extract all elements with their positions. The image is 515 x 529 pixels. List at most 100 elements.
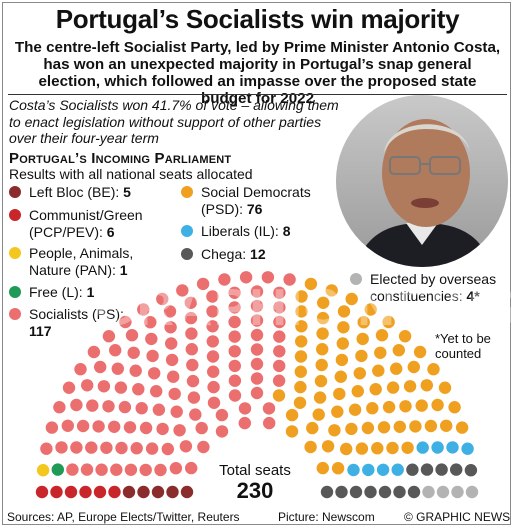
seat-dot xyxy=(228,286,241,299)
seat-dot xyxy=(66,463,79,476)
legend-swatch xyxy=(181,186,193,198)
seat-dot xyxy=(118,400,132,414)
seat-dot xyxy=(464,464,478,477)
legend-value: 5 xyxy=(123,184,131,200)
legend-swatch xyxy=(181,225,193,237)
seat-dot xyxy=(207,396,221,409)
seat-dot xyxy=(357,316,370,329)
seat-dot xyxy=(317,296,330,309)
seat-dot xyxy=(316,461,329,475)
seat-dot xyxy=(129,364,142,377)
seat-dot xyxy=(272,374,286,387)
seat-dot xyxy=(168,387,181,401)
seat-dot xyxy=(382,315,395,329)
seat-dot xyxy=(184,311,198,325)
seat-dot xyxy=(185,327,198,340)
seat-dot xyxy=(195,421,208,435)
seat-dot xyxy=(261,271,275,284)
seat-dot xyxy=(135,402,148,415)
total-seats-value: 230 xyxy=(236,478,274,503)
seat-dot xyxy=(285,425,299,438)
seat-dot xyxy=(294,350,308,363)
seat-dot xyxy=(70,441,83,454)
seat-dot xyxy=(145,442,159,455)
seat-dot xyxy=(378,485,392,499)
seat-dot xyxy=(273,330,286,343)
seat-dot xyxy=(250,386,264,400)
seat-dot xyxy=(114,381,128,394)
legend-swatch xyxy=(9,308,21,320)
parliament-subheading: Results with all national seats allocate… xyxy=(9,166,253,182)
seat-dot xyxy=(295,335,308,348)
seat-dot xyxy=(228,345,241,358)
legend-swatch xyxy=(9,247,21,259)
seat-dot xyxy=(206,350,220,363)
seat-dot xyxy=(186,374,200,388)
seat-dot xyxy=(320,485,334,499)
seat-dot xyxy=(403,380,417,393)
seat-dot xyxy=(93,485,107,499)
seat-dot xyxy=(173,424,186,437)
seat-dot xyxy=(285,408,299,422)
seat-dot xyxy=(366,402,379,415)
seat-dot xyxy=(111,362,125,375)
seat-dot xyxy=(151,485,165,499)
seat-dot xyxy=(386,441,399,455)
seat-dot xyxy=(207,380,220,394)
seat-dot xyxy=(293,396,307,409)
footnote: *Yet to be counted xyxy=(435,331,491,361)
seat-dot xyxy=(446,441,459,454)
seat-dot xyxy=(361,421,375,435)
legend-label: Social Democrats (PSD): xyxy=(201,184,311,217)
seat-dot xyxy=(189,408,202,421)
seat-dot xyxy=(337,321,350,334)
seat-dot xyxy=(87,345,101,359)
seat-dot xyxy=(145,332,158,346)
seat-dot xyxy=(262,402,276,415)
seat-dot xyxy=(85,441,98,454)
seat-dot xyxy=(401,441,414,454)
seat-dot xyxy=(124,463,138,476)
seat-dot xyxy=(406,463,419,476)
seat-dot xyxy=(61,419,74,432)
seat-dot xyxy=(215,425,229,438)
seat-dot xyxy=(313,391,327,404)
seat-dot xyxy=(146,349,159,363)
seat-dot xyxy=(123,421,137,434)
graphic-frame xyxy=(2,2,511,525)
agency-credit: © GRAPHIC NEWS xyxy=(404,510,511,524)
seat-dot xyxy=(102,400,115,413)
seat-dot xyxy=(399,400,412,413)
seat-dot xyxy=(179,440,193,453)
seat-dot xyxy=(294,365,307,378)
legend-value: 12 xyxy=(250,246,266,262)
seat-dot xyxy=(228,359,241,373)
seat-dot xyxy=(295,290,308,303)
seat-dot xyxy=(316,327,329,340)
legend-value: 8 xyxy=(282,223,291,239)
seat-dot xyxy=(356,332,369,346)
seat-dot xyxy=(228,330,241,343)
seat-dot xyxy=(438,381,452,394)
seat-dot xyxy=(109,344,122,357)
seat-dot xyxy=(312,408,325,421)
total-seats-label: Total seats xyxy=(219,462,291,479)
seat-dot xyxy=(137,485,150,499)
seat-dot xyxy=(393,485,406,499)
seat-dot xyxy=(295,305,308,318)
seat-dot xyxy=(340,442,353,456)
seat-dot xyxy=(166,485,179,499)
seat-dot xyxy=(451,485,464,499)
seat-dot xyxy=(228,315,241,329)
seat-dot xyxy=(335,485,348,499)
seat-dot xyxy=(376,463,390,476)
seat-dot xyxy=(108,420,121,433)
seat-dot xyxy=(64,485,78,499)
seat-dot xyxy=(371,442,384,455)
seat-dot xyxy=(424,419,438,433)
seat-dot xyxy=(431,398,444,412)
seat-dot xyxy=(165,353,179,367)
seat-dot xyxy=(62,381,76,394)
seat-dot xyxy=(372,364,385,377)
